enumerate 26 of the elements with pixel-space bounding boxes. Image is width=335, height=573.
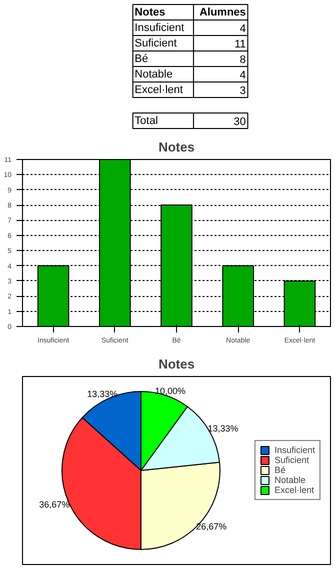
category-label: Notable xyxy=(134,68,173,80)
data-label: 11 xyxy=(234,38,246,50)
data-label: 13,33% xyxy=(87,389,118,400)
data-label: 8 xyxy=(240,54,246,66)
text: Total xyxy=(134,114,158,127)
legend-label: Bé xyxy=(274,465,286,475)
data-label: 3 xyxy=(240,84,246,97)
data-label: 26,67% xyxy=(196,521,227,532)
text: Alumnes xyxy=(199,6,246,18)
legend-label: Notable xyxy=(274,475,306,485)
data-label: 10,00% xyxy=(154,386,186,396)
data-label: 36,67% xyxy=(39,499,70,510)
category-label: Excel·lent xyxy=(134,84,183,96)
data-label: 4 xyxy=(240,22,246,35)
category-label: Insuficient xyxy=(134,22,184,34)
legend-label: Suficient xyxy=(274,455,309,465)
legend-label: Excel·lent xyxy=(274,485,314,495)
data-label: 4 xyxy=(240,69,246,82)
text: Notes xyxy=(134,6,166,18)
data-label: 13,33% xyxy=(208,424,238,434)
legend-label: Insuficient xyxy=(274,445,315,455)
text: 30 xyxy=(234,116,246,128)
category-label: Suficient xyxy=(134,37,177,50)
chart-title: Notes xyxy=(158,140,195,154)
category-label: Bé xyxy=(134,52,148,65)
chart-title: Notes xyxy=(158,356,195,372)
